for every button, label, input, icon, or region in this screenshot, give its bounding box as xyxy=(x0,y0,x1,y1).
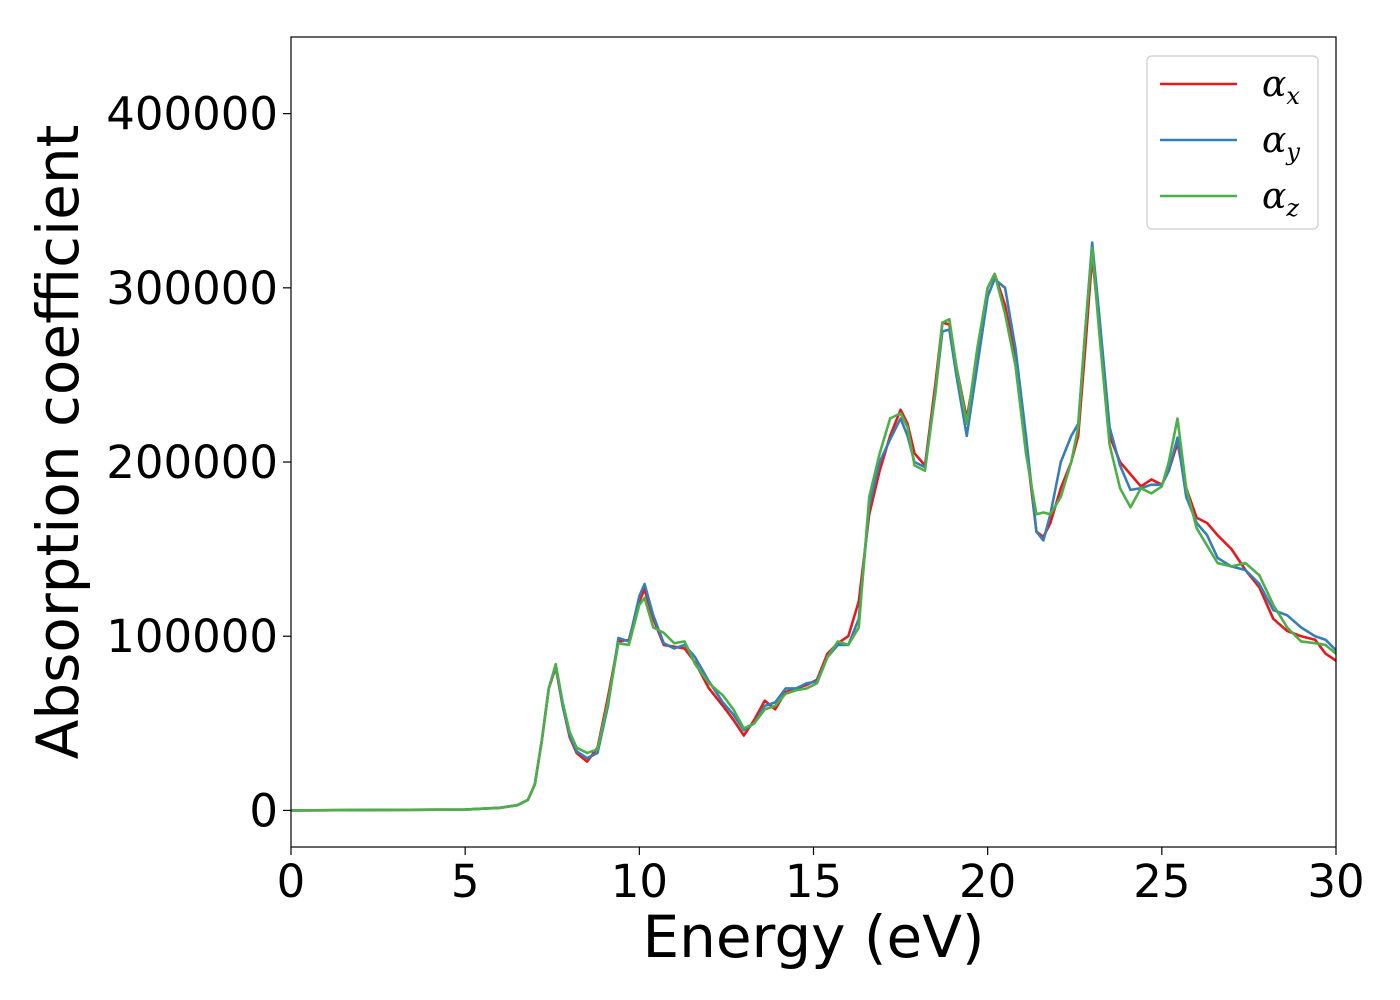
y-tick-label: 400000 xyxy=(106,88,278,141)
series-line-z xyxy=(291,246,1336,812)
legend-label: αx xyxy=(1262,64,1300,110)
legend-subscript: z xyxy=(1285,194,1299,222)
y-tick-label: 100000 xyxy=(106,610,278,663)
legend-item-y: αy xyxy=(1160,120,1300,166)
legend-subscript: x xyxy=(1286,82,1300,110)
legend-box xyxy=(1146,55,1319,230)
legend-subscript: y xyxy=(1285,138,1300,166)
x-tick-label: 0 xyxy=(277,855,306,908)
x-axis-title: Energy (eV) xyxy=(642,903,984,971)
series-lines xyxy=(291,241,1336,812)
x-tick-label: 30 xyxy=(1307,855,1364,908)
x-tick-label: 15 xyxy=(785,855,842,908)
series-line-y xyxy=(291,241,1336,812)
y-tick-label: 300000 xyxy=(106,262,278,315)
x-tick-label: 10 xyxy=(611,855,668,908)
y-tick-label: 0 xyxy=(249,784,278,837)
x-axis-ticks: 0 5 10 15 20 25 30 xyxy=(277,847,1365,908)
legend-label: αy xyxy=(1262,120,1300,166)
series-line-x xyxy=(291,255,1336,812)
x-tick-label: 25 xyxy=(1133,855,1190,908)
x-tick-label: 5 xyxy=(451,855,480,908)
y-tick-label: 200000 xyxy=(106,436,278,489)
legend-item-x: αx xyxy=(1160,64,1300,110)
y-axis-title: Absorption coefficient xyxy=(24,125,92,760)
y-axis-ticks: 0 100000 200000 300000 400000 xyxy=(106,88,291,837)
x-tick-label: 20 xyxy=(959,855,1016,908)
